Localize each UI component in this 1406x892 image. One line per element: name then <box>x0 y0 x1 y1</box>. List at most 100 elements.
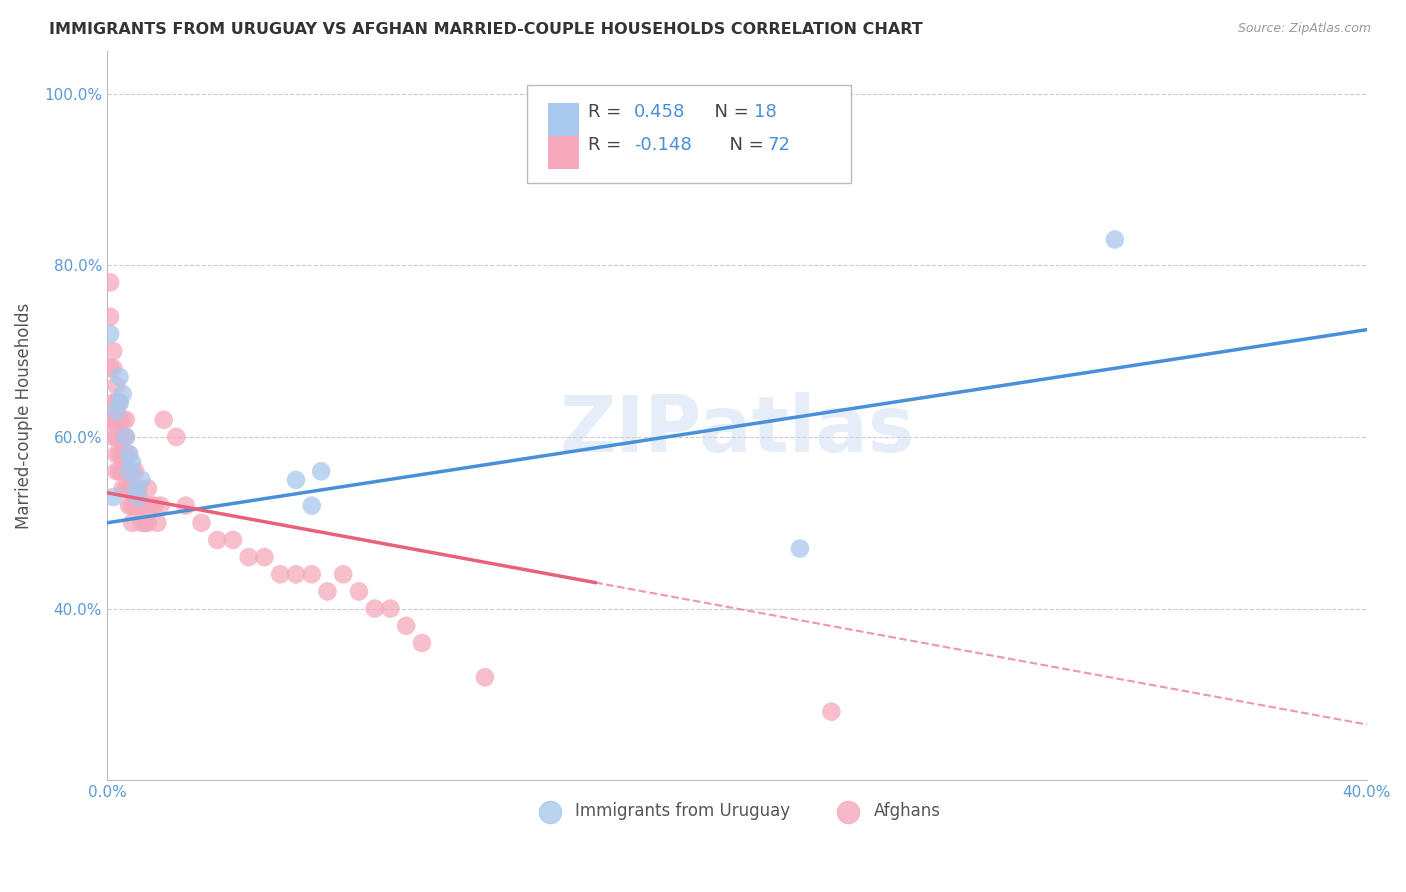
Point <box>103 344 125 359</box>
Point <box>165 430 187 444</box>
Point <box>105 447 128 461</box>
Text: -0.148: -0.148 <box>634 136 692 153</box>
Point <box>98 326 121 341</box>
Point <box>127 482 149 496</box>
Point <box>98 361 121 376</box>
Legend: Immigrants from Uruguay, Afghans: Immigrants from Uruguay, Afghans <box>527 796 948 827</box>
Point <box>474 670 496 684</box>
Point <box>103 430 125 444</box>
Point <box>103 490 125 504</box>
Point <box>111 464 134 478</box>
Point <box>139 499 162 513</box>
Point <box>118 447 141 461</box>
Point <box>108 464 131 478</box>
Point <box>124 499 146 513</box>
Point <box>111 413 134 427</box>
Point <box>118 482 141 496</box>
Point <box>136 482 159 496</box>
Point <box>115 447 138 461</box>
Point <box>121 499 143 513</box>
Point <box>105 464 128 478</box>
Point <box>103 395 125 409</box>
Point <box>395 619 418 633</box>
Point <box>238 550 260 565</box>
Point <box>131 516 153 530</box>
Point <box>149 499 172 513</box>
Point <box>284 473 307 487</box>
Point <box>134 499 156 513</box>
Point <box>105 395 128 409</box>
Point <box>115 464 138 478</box>
Point <box>105 404 128 418</box>
Point <box>115 430 138 444</box>
Point <box>301 567 323 582</box>
Point <box>134 516 156 530</box>
Text: R =: R = <box>588 136 627 153</box>
Point <box>103 361 125 376</box>
Point <box>146 516 169 530</box>
Point <box>108 447 131 461</box>
Point <box>98 413 121 427</box>
Point <box>103 413 125 427</box>
Point <box>269 567 291 582</box>
Point <box>105 378 128 392</box>
Text: 72: 72 <box>768 136 790 153</box>
Point <box>309 464 332 478</box>
Point <box>316 584 339 599</box>
Point <box>363 601 385 615</box>
Y-axis label: Married-couple Households: Married-couple Households <box>15 302 32 529</box>
Point <box>131 473 153 487</box>
Point <box>105 413 128 427</box>
Point <box>820 705 842 719</box>
Text: 18: 18 <box>754 103 776 120</box>
Point <box>118 464 141 478</box>
Point <box>380 601 402 615</box>
Point <box>121 516 143 530</box>
Point <box>121 456 143 470</box>
Text: N =: N = <box>703 103 755 120</box>
Point <box>118 499 141 513</box>
Point <box>347 584 370 599</box>
Point <box>108 395 131 409</box>
Point <box>332 567 354 582</box>
Point <box>108 413 131 427</box>
Point <box>152 413 174 427</box>
Point <box>124 482 146 496</box>
Point <box>115 482 138 496</box>
Point <box>131 499 153 513</box>
Point <box>124 482 146 496</box>
Point <box>111 447 134 461</box>
Point <box>1104 233 1126 247</box>
Text: Source: ZipAtlas.com: Source: ZipAtlas.com <box>1237 22 1371 36</box>
Point <box>111 430 134 444</box>
Point <box>121 482 143 496</box>
Point <box>98 276 121 290</box>
Point <box>105 430 128 444</box>
Point <box>143 499 166 513</box>
Point <box>411 636 433 650</box>
Point <box>284 567 307 582</box>
Point <box>108 369 131 384</box>
Point <box>121 464 143 478</box>
Text: R =: R = <box>588 103 627 120</box>
Point <box>190 516 212 530</box>
Point <box>253 550 276 565</box>
Point <box>205 533 228 547</box>
Point <box>789 541 811 556</box>
Point <box>174 499 197 513</box>
Point <box>301 499 323 513</box>
Text: ZIPatlas: ZIPatlas <box>560 392 914 468</box>
Point <box>124 464 146 478</box>
Point <box>127 499 149 513</box>
Point <box>115 430 138 444</box>
Point <box>115 413 138 427</box>
Point <box>98 310 121 324</box>
Point <box>111 482 134 496</box>
Text: 0.458: 0.458 <box>634 103 686 120</box>
Point <box>127 490 149 504</box>
Text: IMMIGRANTS FROM URUGUAY VS AFGHAN MARRIED-COUPLE HOUSEHOLDS CORRELATION CHART: IMMIGRANTS FROM URUGUAY VS AFGHAN MARRIE… <box>49 22 922 37</box>
Point <box>118 447 141 461</box>
Point <box>118 464 141 478</box>
Point <box>108 395 131 409</box>
Text: N =: N = <box>718 136 770 153</box>
